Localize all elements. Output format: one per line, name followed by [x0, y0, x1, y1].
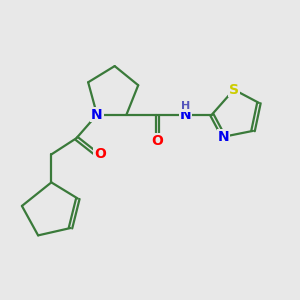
- Text: S: S: [229, 82, 239, 97]
- Text: O: O: [94, 147, 106, 161]
- Text: N: N: [218, 130, 230, 144]
- Text: N: N: [91, 108, 103, 122]
- Text: H: H: [181, 101, 190, 111]
- Text: N: N: [179, 108, 191, 122]
- Text: O: O: [152, 134, 163, 148]
